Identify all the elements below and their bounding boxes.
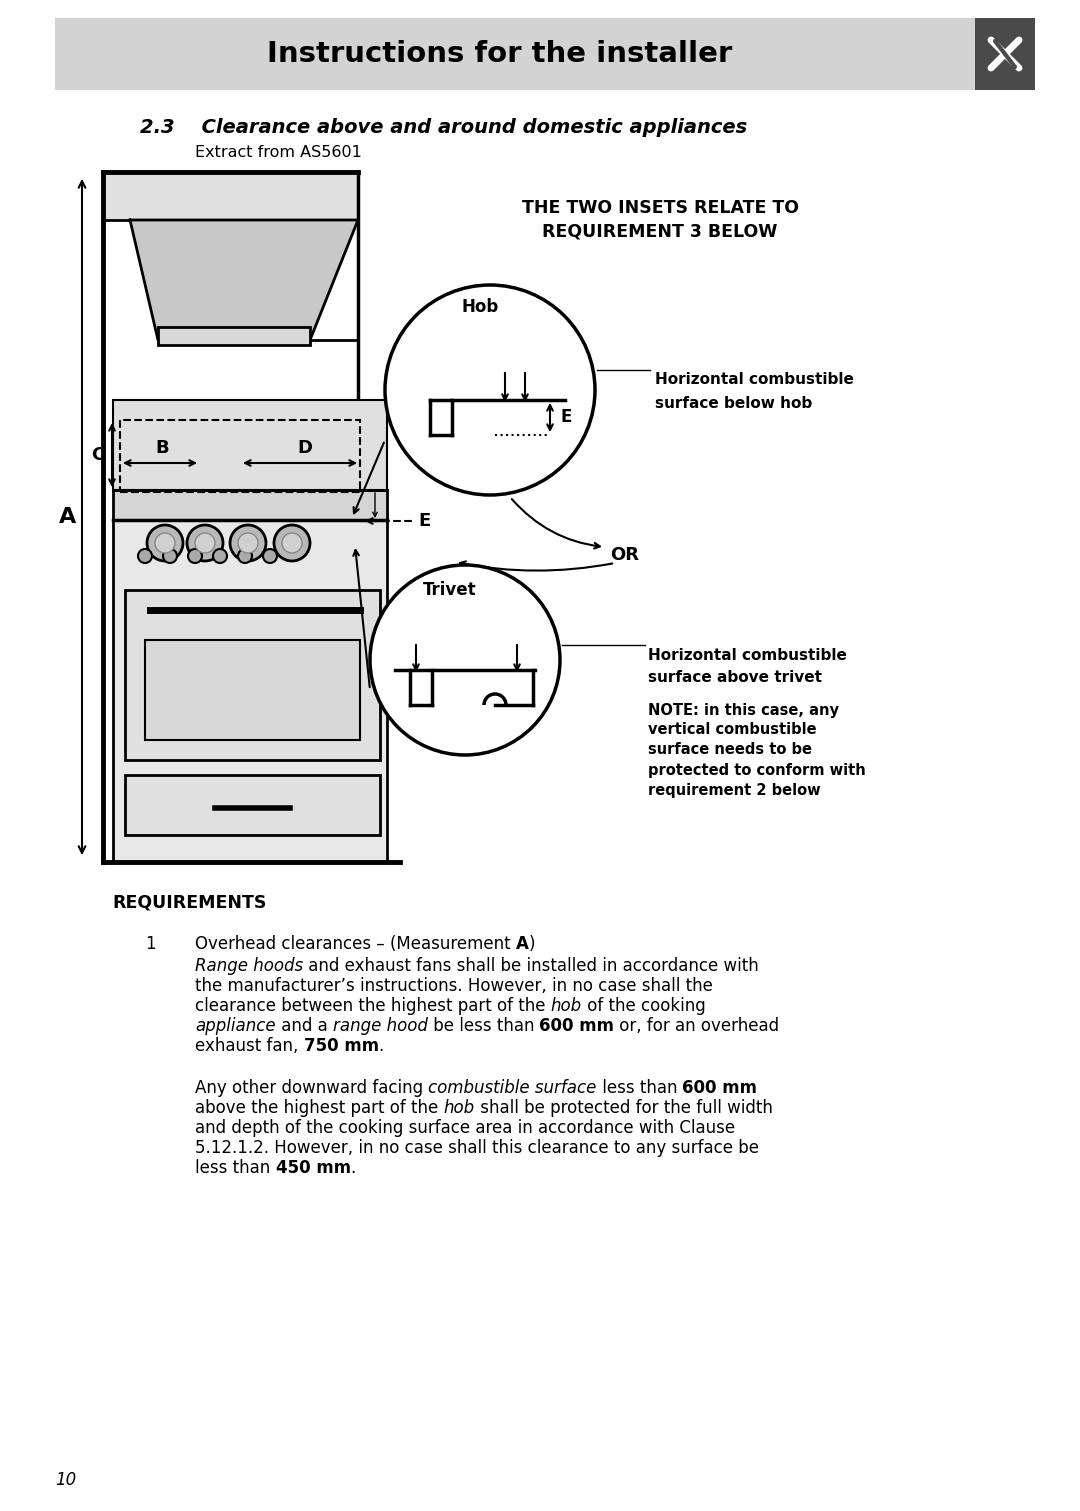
Text: Instructions for the installer: Instructions for the installer [268, 39, 732, 68]
Text: clearance between the highest part of the: clearance between the highest part of th… [195, 997, 551, 1015]
Text: ): ) [529, 935, 536, 953]
Text: be less than: be less than [428, 1017, 539, 1035]
Polygon shape [130, 221, 357, 340]
Circle shape [163, 548, 177, 564]
Text: the manufacturer’s instructions. However, in no case shall the: the manufacturer’s instructions. However… [195, 978, 713, 996]
Text: hob: hob [551, 997, 582, 1015]
Bar [113, 520, 387, 861]
Circle shape [156, 533, 175, 553]
Text: 600 mm: 600 mm [683, 1079, 757, 1097]
Text: surface below hob: surface below hob [654, 396, 812, 411]
Circle shape [274, 524, 310, 561]
Text: Overhead clearances – (Measurement: Overhead clearances – (Measurement [195, 935, 516, 953]
Text: A: A [516, 935, 529, 953]
Text: range hood: range hood [333, 1017, 428, 1035]
Text: vertical combustible: vertical combustible [648, 722, 816, 737]
Text: Hob: Hob [461, 298, 499, 316]
Text: 1: 1 [145, 935, 156, 953]
Text: combustible surface: combustible surface [429, 1079, 597, 1097]
Circle shape [213, 548, 227, 564]
Text: less than: less than [597, 1079, 683, 1097]
Text: Extract from AS5601: Extract from AS5601 [195, 145, 362, 160]
Text: surface needs to be: surface needs to be [648, 742, 812, 757]
Text: exhaust fan,: exhaust fan, [195, 1037, 303, 1055]
Text: Range hoods: Range hoods [195, 956, 303, 975]
Bar [113, 490, 387, 520]
Circle shape [187, 524, 222, 561]
Text: 2.3    Clearance above and around domestic appliances: 2.3 Clearance above and around domestic … [140, 118, 747, 138]
Circle shape [264, 548, 276, 564]
Circle shape [370, 565, 561, 756]
Text: and exhaust fans shall be installed in accordance with: and exhaust fans shall be installed in a… [303, 956, 759, 975]
Circle shape [230, 524, 266, 561]
Text: less than: less than [195, 1159, 275, 1177]
Text: E: E [561, 408, 571, 426]
Text: NOTE: in this case, any: NOTE: in this case, any [648, 703, 839, 718]
Bar [975, 18, 1035, 91]
Circle shape [195, 533, 215, 553]
Text: 750 mm: 750 mm [303, 1037, 379, 1055]
Text: OR: OR [610, 545, 639, 564]
Bar [103, 172, 357, 221]
Bar [120, 420, 360, 493]
Text: above the highest part of the: above the highest part of the [195, 1098, 444, 1117]
Bar [125, 775, 380, 836]
Text: appliance: appliance [195, 1017, 275, 1035]
Text: B: B [156, 440, 168, 456]
Text: E: E [418, 512, 430, 530]
Circle shape [238, 548, 252, 564]
Text: Any other downward facing: Any other downward facing [195, 1079, 429, 1097]
Bar [113, 400, 387, 490]
Circle shape [188, 548, 202, 564]
Text: Horizontal combustible: Horizontal combustible [648, 648, 847, 662]
Text: and depth of the cooking surface area in accordance with Clause: and depth of the cooking surface area in… [195, 1120, 735, 1136]
Circle shape [384, 286, 595, 496]
Circle shape [238, 533, 258, 553]
Text: REQUIREMENTS: REQUIREMENTS [112, 893, 267, 911]
Text: surface above trivet: surface above trivet [648, 671, 822, 686]
Text: 5.12.1.2. However, in no case shall this clearance to any surface be: 5.12.1.2. However, in no case shall this… [195, 1139, 759, 1157]
Bar [55, 18, 975, 91]
Text: A: A [59, 508, 77, 527]
Text: of the cooking: of the cooking [582, 997, 705, 1015]
Text: requirement 2 below: requirement 2 below [648, 783, 821, 798]
Text: THE TWO INSETS RELATE TO
REQUIREMENT 3 BELOW: THE TWO INSETS RELATE TO REQUIREMENT 3 B… [522, 199, 798, 240]
Circle shape [147, 524, 183, 561]
Text: hob: hob [444, 1098, 474, 1117]
Text: 10: 10 [55, 1472, 77, 1488]
Text: D: D [297, 440, 312, 456]
Circle shape [282, 533, 302, 553]
Bar [125, 589, 380, 760]
Text: .: . [351, 1159, 356, 1177]
Bar [158, 326, 310, 345]
Circle shape [138, 548, 152, 564]
Text: shall be protected for the full width: shall be protected for the full width [474, 1098, 772, 1117]
Text: Trivet: Trivet [423, 582, 476, 598]
Text: .: . [379, 1037, 384, 1055]
Text: 600 mm: 600 mm [539, 1017, 615, 1035]
Text: protected to conform with: protected to conform with [648, 763, 866, 778]
Text: or, for an overhead: or, for an overhead [615, 1017, 780, 1035]
Text: C: C [92, 446, 105, 464]
Bar [145, 641, 360, 740]
Text: 450 mm: 450 mm [275, 1159, 351, 1177]
Text: and a: and a [275, 1017, 333, 1035]
Text: Horizontal combustible: Horizontal combustible [654, 373, 854, 387]
